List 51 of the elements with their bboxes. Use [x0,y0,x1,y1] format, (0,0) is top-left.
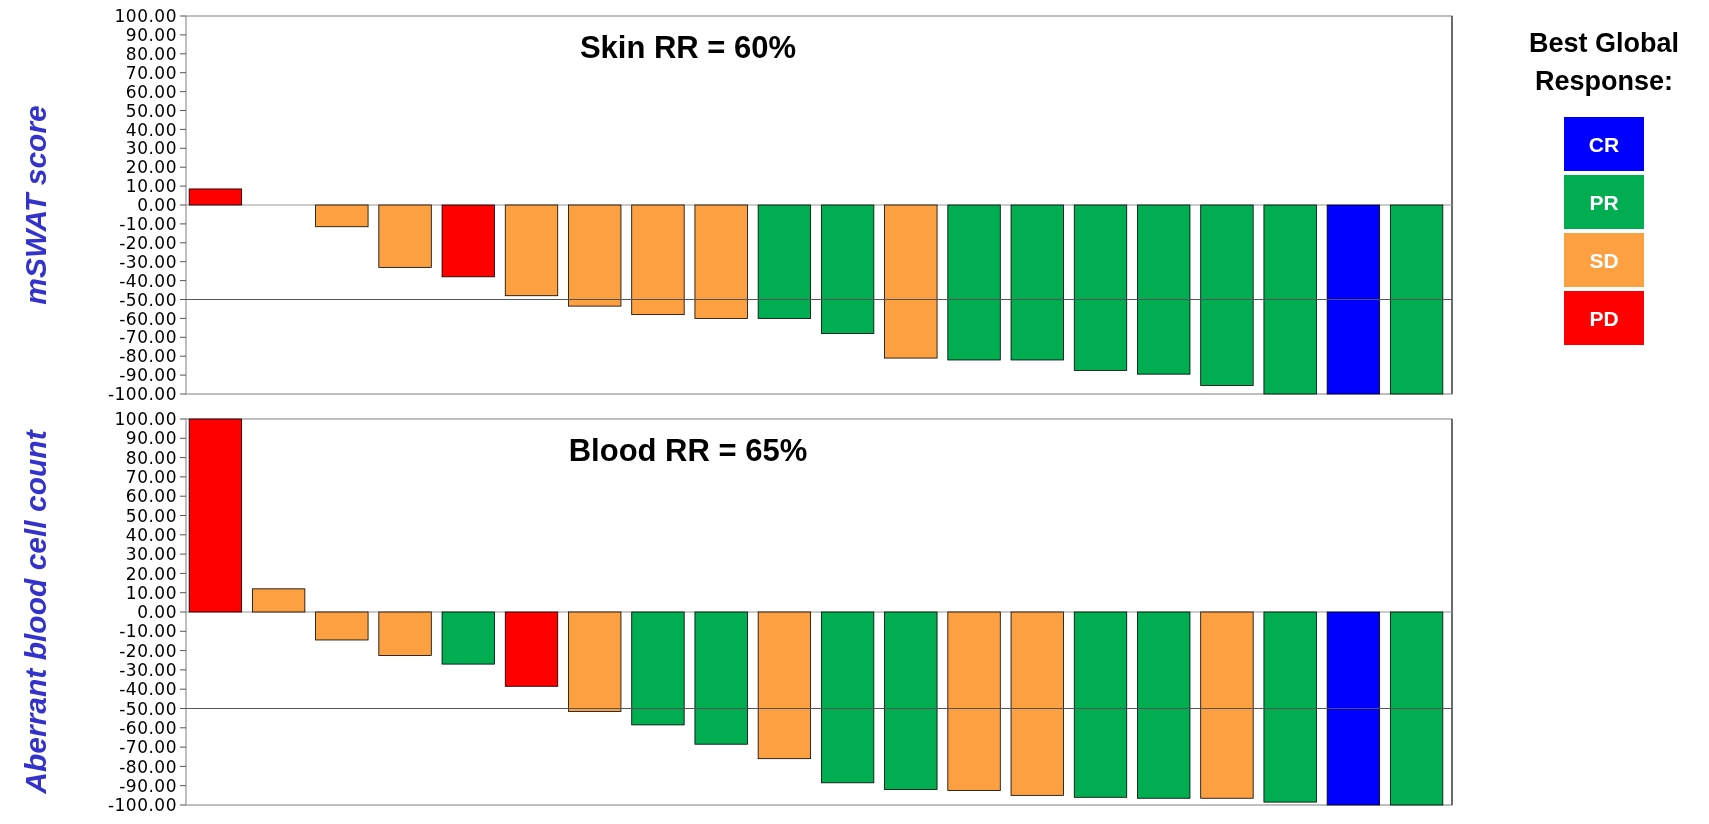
y-tick-label: 90.00 [125,25,177,46]
y-tick-label: -70.00 [119,327,177,348]
text: PR [1589,190,1619,214]
y-tick-label: -90.00 [119,775,177,796]
text: Blood RR = 65% [568,433,808,468]
y-tick-label: -20.00 [119,640,177,661]
y-tick-label: -100.00 [107,384,177,405]
text: SD [1589,248,1619,272]
y-tick-label: -10.00 [119,621,177,642]
y-tick-label: 40.00 [125,119,177,140]
y-tick-label: -30.00 [119,251,177,272]
y-tick-label: -50.00 [119,698,177,719]
y-tick-label: 80.00 [125,447,177,468]
y-tick-label: -30.00 [119,660,177,681]
y-tick-label: 0.00 [137,195,177,216]
y-tick-label: 60.00 [125,81,177,102]
y-tick-label: 60.00 [125,486,177,507]
y-axis-title: mSWAT score [19,105,52,305]
text: Skin RR = 60% [579,30,797,65]
y-tick-label: 10.00 [125,582,177,603]
y-tick-label: 20.00 [125,157,177,178]
y-tick-label: -100.00 [107,795,177,816]
text: CR [1588,132,1620,156]
y-axis-title: Aberrant blood cell count [19,428,52,795]
y-tick-label: -80.00 [119,756,177,777]
y-tick-label: -60.00 [119,308,177,329]
y-tick-label: 10.00 [125,176,177,197]
y-tick-label: 80.00 [125,43,177,64]
y-tick-label: 50.00 [125,100,177,121]
legend-title: Best Global Response: [1528,28,1680,96]
y-tick-label: 100.00 [114,409,177,430]
y-tick-label: 50.00 [125,505,177,526]
y-tick-label: 100.00 [114,6,177,27]
text: PD [1589,306,1619,330]
y-tick-label: -40.00 [119,270,177,291]
y-tick-label: 0.00 [137,602,177,623]
y-tick-label: -70.00 [119,737,177,758]
y-tick-label: 90.00 [125,428,177,449]
y-tick-label: 40.00 [125,524,177,545]
y-tick-label: 70.00 [125,467,177,488]
y-tick-label: -60.00 [119,717,177,738]
y-tick-label: 30.00 [125,138,177,159]
y-tick-label: -50.00 [119,289,177,310]
y-tick-label: 70.00 [125,62,177,83]
y-tick-label: -80.00 [119,346,177,367]
y-tick-label: -90.00 [119,365,177,386]
y-tick-label: -10.00 [119,214,177,235]
y-tick-label: -20.00 [119,232,177,253]
y-tick-label: 30.00 [125,544,177,565]
y-tick-label: 20.00 [125,563,177,584]
y-tick-label: -40.00 [119,679,177,700]
